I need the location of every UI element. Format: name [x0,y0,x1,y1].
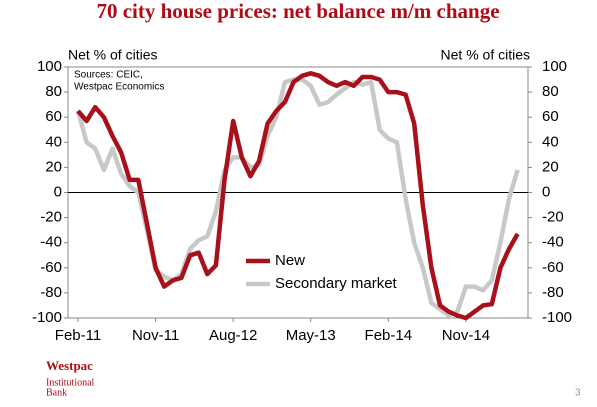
source: Sources: CEIC, [74,70,143,81]
y-tick-label: -40 [40,234,62,251]
y-tick-label: 20 [45,158,62,175]
y2-tick-label: 60 [542,108,559,125]
legend-label: Secondary market [275,275,398,292]
y2-tick-label: -40 [542,234,564,251]
y2-tick-label: 80 [542,83,559,100]
x-tick-label: May-13 [286,327,336,344]
y-tick-label: -60 [40,259,62,276]
y-tick-label: 80 [45,83,62,100]
series-line [76,71,520,321]
chart-title: 70 city house prices: net balance m/m ch… [96,0,499,23]
x-tick-label: Nov-11 [132,327,179,344]
x-tick-label: Feb-11 [55,327,101,344]
y2-tick-label: -60 [542,259,564,276]
brand: Westpac [46,358,93,373]
x-tick-label: Nov-14 [442,327,490,344]
y-tick-label: -20 [40,209,62,226]
y2-tick-label: -100 [542,309,572,326]
y2-tick-label: 0 [542,183,550,200]
y-tick-label: 100 [37,58,62,75]
legend-label: New [275,252,305,269]
y2-axis-label: Net % of cities [441,47,530,63]
page-number: 3 [575,388,581,399]
brand-unit: Institutional [46,377,95,388]
y2-tick-label: -80 [542,284,564,301]
y-axis-label: Net % of cities [68,47,157,63]
y2-tick-label: 100 [542,58,567,75]
y2-tick-label: 40 [542,133,559,150]
y-tick-label: 40 [45,133,62,150]
x-tick-label: Aug-12 [209,327,257,344]
y2-tick-label: -20 [542,209,564,226]
y-tick-label: 0 [54,183,62,200]
x-tick-label: Feb-14 [365,327,413,344]
y-tick-label: 60 [45,108,62,125]
source: Westpac Economics [74,82,164,93]
y2-tick-label: 20 [542,158,559,175]
y-tick-label: -100 [32,309,62,326]
y-tick-label: -80 [40,284,62,301]
brand-unit: Bank [46,387,67,398]
